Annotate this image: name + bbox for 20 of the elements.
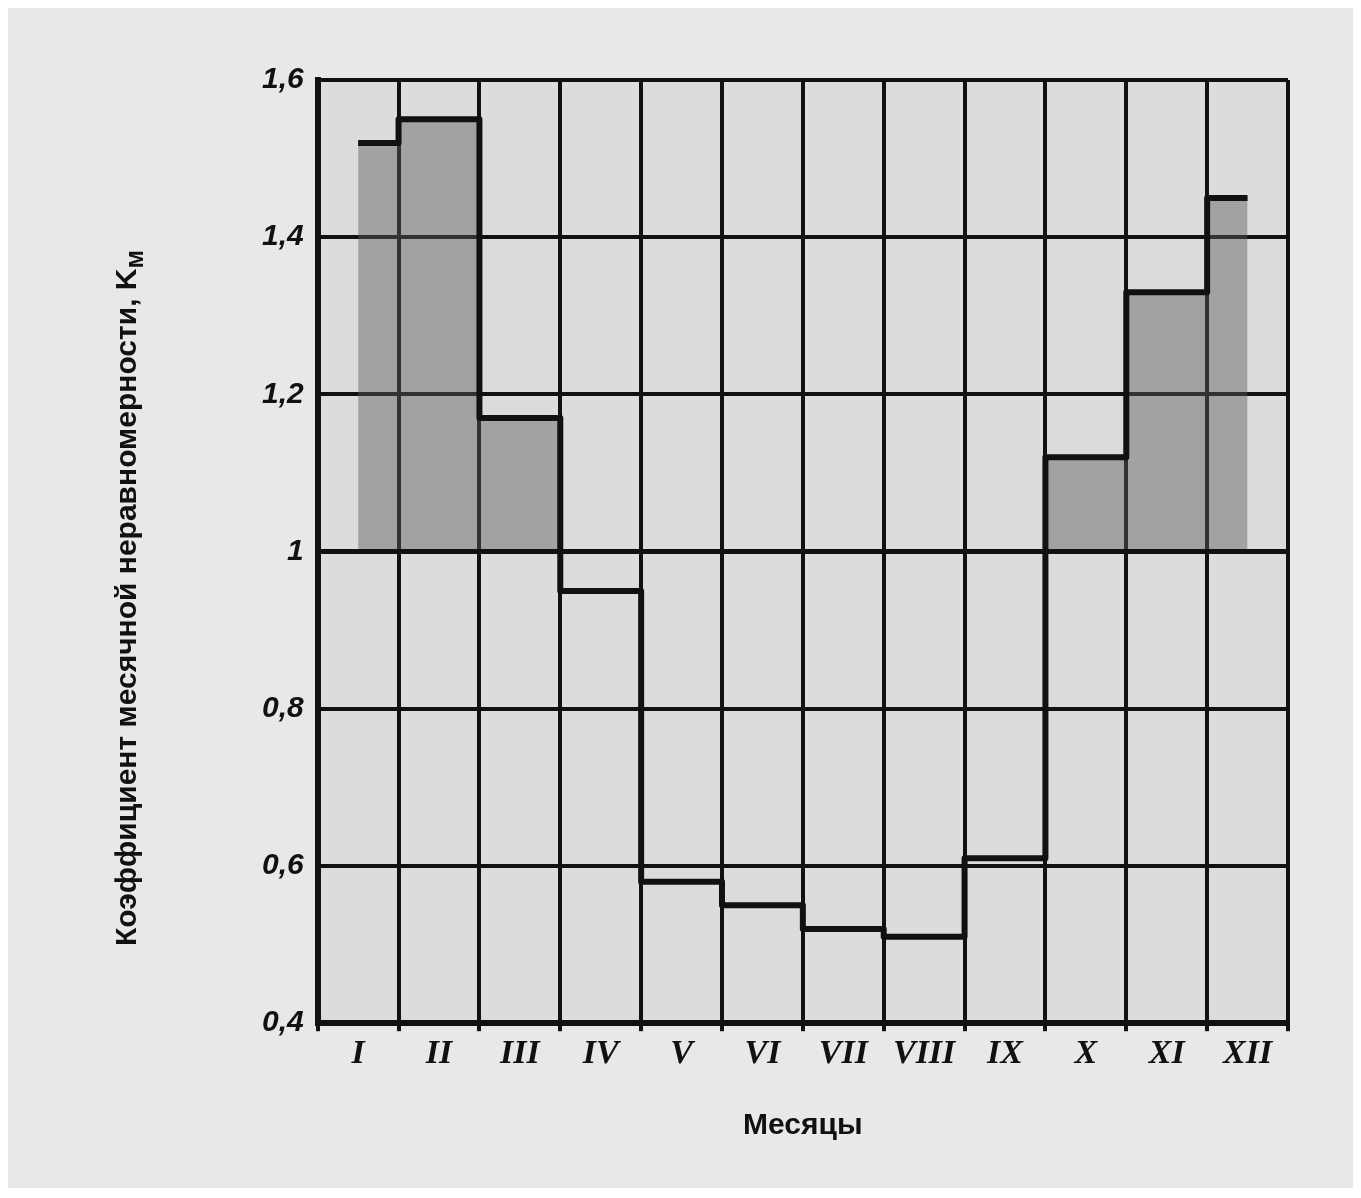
- x-tick-label: I: [350, 1033, 367, 1071]
- y-tick-label: 0,8: [261, 690, 304, 724]
- y-tick-label: 1,6: [261, 61, 304, 95]
- x-tick-label: III: [499, 1033, 542, 1071]
- x-tick-label: IX: [986, 1033, 1025, 1071]
- y-tick-label: 1,2: [261, 375, 304, 409]
- x-tick-label: XI: [1147, 1033, 1187, 1071]
- y-tick-label: 1: [287, 532, 304, 566]
- x-tick-label: VII: [818, 1033, 870, 1071]
- x-tick-label: XII: [1222, 1033, 1274, 1071]
- y-tick-label: 1,4: [261, 218, 304, 252]
- x-axis-title: Месяцы: [743, 1107, 863, 1141]
- x-tick-label: V: [670, 1033, 696, 1071]
- x-tick-label: II: [424, 1033, 454, 1071]
- y-tick-label: 0,6: [261, 847, 304, 881]
- x-tick-label: VI: [744, 1033, 783, 1071]
- y-tick-label: 0,4: [261, 1004, 304, 1038]
- x-tick-label: X: [1073, 1033, 1099, 1071]
- x-tick-label: VIII: [892, 1033, 958, 1071]
- x-tick-label: IV: [581, 1033, 621, 1071]
